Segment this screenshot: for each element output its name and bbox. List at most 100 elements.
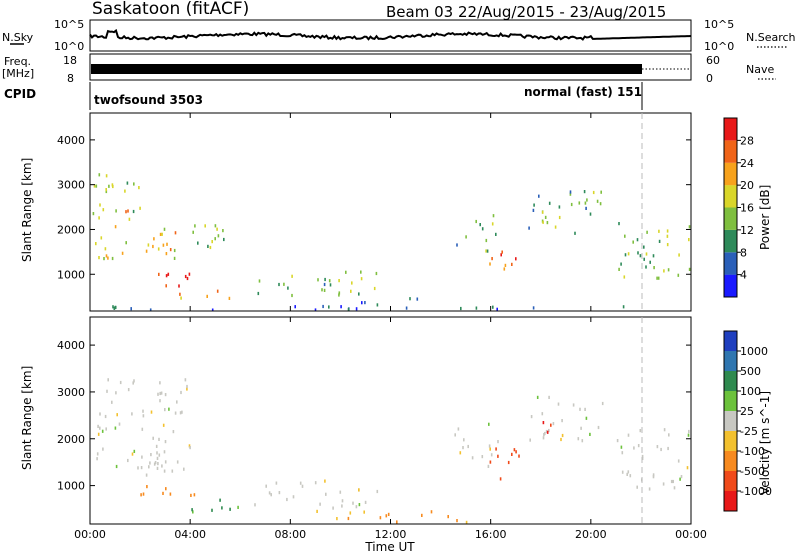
power-cell [95, 184, 98, 188]
power-cell [585, 206, 587, 210]
velocity-cell [159, 399, 161, 403]
power-cell [496, 307, 498, 311]
power-cell [627, 252, 630, 256]
noise-panel: N.Sky 10^5 10^0 10^5 10^0 N.Search [2, 18, 796, 53]
power-cell [636, 238, 639, 242]
velocity-cell [184, 378, 187, 382]
power-colorbar-tick: 28 [740, 134, 754, 147]
power-cell [643, 257, 645, 261]
power-cell [173, 248, 176, 253]
velocity-cell [601, 401, 604, 406]
power-cell [485, 249, 487, 253]
power-cell [489, 262, 491, 266]
velocity-cell [585, 416, 588, 420]
velocity-cell [158, 453, 161, 457]
velocity-cell [270, 493, 272, 497]
power-cell [360, 270, 362, 274]
power-cell [207, 244, 209, 248]
velocity-cell [137, 466, 139, 470]
velocity-cell [211, 508, 213, 512]
velocity-cell [164, 440, 167, 444]
power-cell [166, 242, 168, 246]
power-cell [504, 263, 507, 267]
power-cell [157, 247, 160, 251]
power-cell [541, 210, 544, 214]
velocity-cell [584, 407, 586, 411]
power-cell [222, 229, 224, 233]
velocity-cell [545, 429, 548, 434]
velocity-cell [481, 455, 484, 459]
power-cell [93, 184, 96, 188]
velocity-cell [265, 484, 267, 488]
velocity-cell [160, 391, 163, 395]
velocity-cell [561, 419, 563, 423]
power-cell [130, 307, 132, 311]
velocity-cell [107, 378, 109, 382]
velocity-cell [99, 426, 101, 430]
power-cell [149, 308, 152, 311]
velocity-cell [557, 402, 560, 406]
velocity-cell [96, 452, 99, 456]
power-cell [209, 245, 212, 250]
power-cell [104, 247, 107, 251]
power-cell [623, 275, 626, 279]
velocity-cell [560, 437, 562, 442]
velocity-colorbar-tick: 1000 [740, 345, 768, 358]
power-cell [475, 219, 477, 224]
velocity-cell [140, 466, 143, 470]
power-ytick-label: 2000 [57, 223, 85, 236]
power-cell [294, 305, 296, 309]
velocity-cell [181, 410, 183, 414]
power-cell [578, 201, 581, 205]
power-cell [492, 305, 494, 309]
velocity-cell [552, 422, 555, 426]
power-cell [115, 209, 117, 213]
velocity-cell [153, 462, 156, 466]
freq-tick-high: 18 [63, 54, 77, 67]
power-ylabel: Slant Range [km] [20, 158, 34, 262]
power-cell [111, 256, 114, 261]
power-cell [465, 235, 467, 239]
velocity-cell [489, 460, 492, 464]
velocity-panel: 1000 2000 3000 4000 Slant Range [km] 1000 50… [20, 316, 772, 525]
velocity-cell [221, 506, 223, 510]
power-cell [538, 194, 540, 198]
nsky-tick-low: 10^0 [54, 40, 84, 53]
velocity-cell [150, 453, 152, 457]
velocity-cell [325, 492, 327, 496]
velocity-cell [515, 450, 517, 454]
velocity-cell [158, 437, 160, 441]
velocity-colorbar-tick: -1000 [740, 485, 772, 498]
velocity-cell [118, 422, 121, 426]
velocity-cell [97, 432, 100, 436]
velocity-cell [637, 444, 640, 448]
power-cell [657, 276, 660, 280]
power-cell [103, 257, 105, 261]
cpid-mode-2: normal (fast) 151 [524, 85, 642, 99]
velocity-colorbar-tick: 100 [740, 385, 761, 398]
velocity-cell [641, 456, 644, 460]
power-ytick-label: 4000 [57, 134, 85, 147]
power-cell [501, 250, 503, 254]
power-cell [643, 245, 645, 249]
station-title: Saskatoon (fitACF) [92, 0, 249, 19]
power-cell [217, 234, 220, 238]
power-cell [584, 201, 587, 205]
velocity-cell [159, 381, 161, 385]
velocity-cell [687, 433, 690, 437]
velocity-cell [186, 384, 188, 389]
power-cell [574, 231, 576, 235]
velocity-cell [347, 516, 350, 521]
power-cell [652, 254, 655, 258]
velocity-cell [581, 439, 584, 443]
velocity-cell [319, 502, 321, 506]
velocity-cell [663, 428, 666, 432]
velocity-cell [543, 433, 545, 437]
velocity-cell [104, 414, 107, 419]
power-cell [138, 186, 140, 190]
nsearch-tick-high: 10^5 [704, 18, 734, 31]
velocity-colorbar-swatch [724, 491, 737, 511]
velocity-cell [679, 477, 681, 481]
power-cell [364, 301, 366, 305]
velocity-colorbar-tick: -500 [740, 465, 765, 478]
